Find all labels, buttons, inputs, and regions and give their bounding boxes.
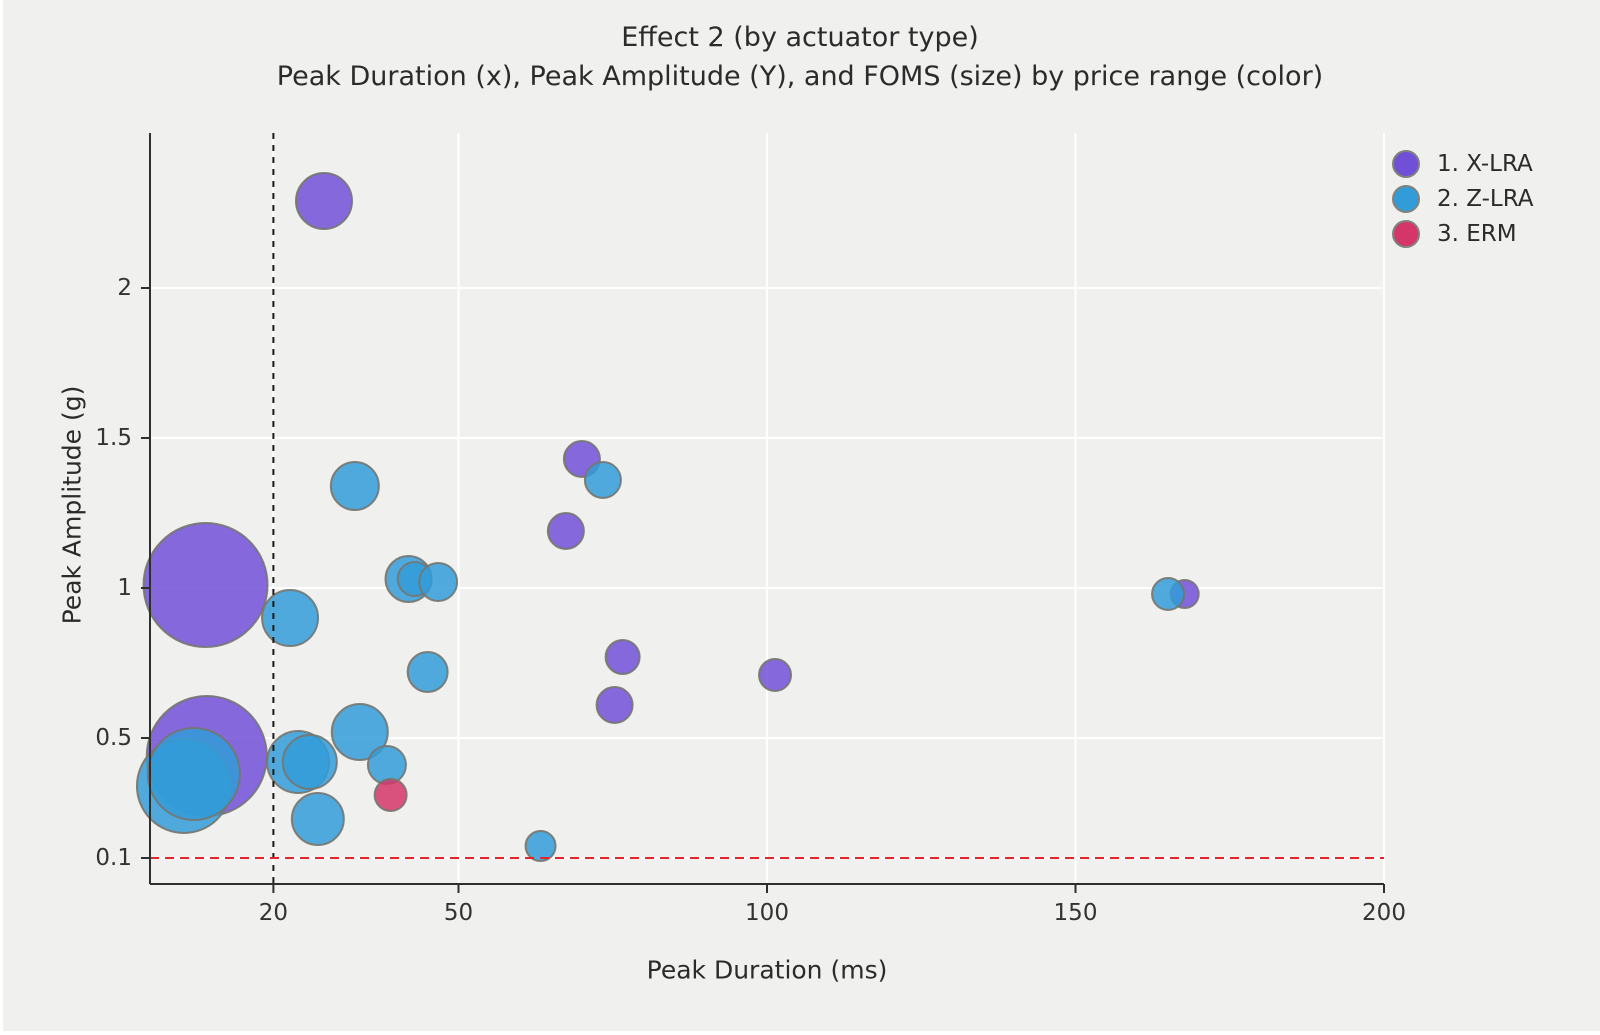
y-tick-label-1.5: 1.5 [95, 425, 132, 451]
bubble-zlra-5 [281, 734, 338, 790]
y-tick-label-2: 2 [117, 275, 132, 301]
chart-subtitle: Peak Duration (x), Peak Amplitude (Y), a… [276, 61, 1324, 93]
legend-item-x-lra: 1. X-LRA [1392, 146, 1534, 181]
bubble-zlra-11 [418, 562, 459, 602]
bubble-zlra-15 [1151, 577, 1186, 611]
y-tick-label-0.5: 0.5 [95, 725, 132, 751]
chart-title: Effect 2 (by actuator type) [621, 22, 979, 53]
bubble-zlra-12 [406, 651, 449, 693]
bubble-xlra-4 [546, 512, 585, 550]
bubble-xlra-5 [604, 639, 641, 675]
legend-label-z-lra: 2. Z-LRA [1437, 185, 1534, 212]
window-edge-bottom [0, 1031, 1600, 1035]
bubble-zlra-7 [366, 745, 407, 785]
legend: 1. X-LRA 2. Z-LRA 3. ERM [1392, 146, 1534, 251]
bubble-zlra-1 [261, 589, 320, 647]
bubble-zlra-0 [329, 461, 380, 511]
title-block: Effect 2 (by actuator type) Peak Duratio… [0, 18, 1600, 96]
bubble-xlra-1 [142, 522, 269, 648]
bubble-xlra-6 [595, 686, 634, 724]
x-tick-label-20: 20 [258, 900, 289, 926]
bubble-zlra-13 [583, 461, 622, 499]
x-tick-label-150: 150 [1053, 900, 1098, 926]
x-tick-label-50: 50 [443, 900, 474, 926]
legend-item-z-lra: 2. Z-LRA [1392, 181, 1534, 216]
bubble-erm-0 [373, 778, 408, 812]
legend-swatch-x-lra [1392, 149, 1420, 178]
x-tick-label-200: 200 [1362, 900, 1406, 926]
legend-label-x-lra: 1. X-LRA [1437, 150, 1533, 177]
y-axis-label: Peak Amplitude (g) [57, 385, 87, 625]
x-axis-label: Peak Duration (ms) [646, 955, 888, 985]
x-tick-label-100: 100 [745, 900, 789, 926]
bubble-xlra-7 [758, 658, 793, 692]
y-tick-label-0.1: 0.1 [95, 845, 132, 871]
bubble-zlra-6 [330, 703, 389, 761]
legend-swatch-z-lra [1392, 184, 1420, 213]
legend-item-erm: 3. ERM [1392, 216, 1534, 251]
legend-label-erm: 3. ERM [1437, 220, 1517, 247]
y-tick-label-1: 1 [117, 575, 132, 601]
legend-swatch-erm [1392, 219, 1420, 248]
bubble-zlra-8 [290, 792, 345, 846]
bubble-zlra-14 [524, 830, 557, 862]
bubble-zlra-3 [146, 727, 241, 821]
window-edge-left [0, 0, 3, 1035]
bubble-xlra-0 [294, 172, 353, 230]
